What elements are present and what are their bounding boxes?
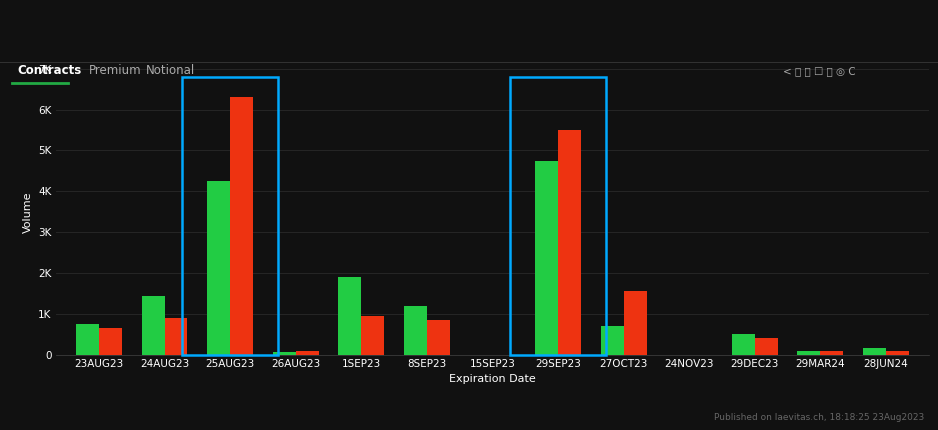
Bar xyxy=(361,316,385,355)
Bar xyxy=(821,351,843,355)
Bar xyxy=(230,97,253,355)
Bar xyxy=(886,351,909,355)
Bar xyxy=(732,335,755,355)
X-axis label: Expiration Date: Expiration Date xyxy=(449,375,536,384)
Bar xyxy=(76,324,98,355)
Text: Notional: Notional xyxy=(145,64,195,77)
Bar xyxy=(182,77,278,355)
Bar xyxy=(207,181,230,355)
Bar xyxy=(797,351,821,355)
Bar xyxy=(295,351,319,355)
Text: Published on laevitas.ch, 18:18:25 23Aug2023: Published on laevitas.ch, 18:18:25 23Aug… xyxy=(714,413,924,422)
Text: Premium: Premium xyxy=(89,64,142,77)
Bar xyxy=(98,328,122,355)
Bar xyxy=(624,292,646,355)
Bar xyxy=(427,320,450,355)
Bar xyxy=(535,161,558,355)
Text: Contracts: Contracts xyxy=(17,64,81,77)
Text: < ⧈ ⧉ ☐ ⧈ ◎ C: < ⧈ ⧉ ☐ ⧈ ◎ C xyxy=(783,66,855,76)
Y-axis label: Volume: Volume xyxy=(23,191,33,233)
Bar xyxy=(404,306,427,355)
Bar xyxy=(755,338,778,355)
Bar xyxy=(863,347,886,355)
Bar xyxy=(339,277,361,355)
Bar xyxy=(510,77,606,355)
Bar xyxy=(273,352,295,355)
Bar xyxy=(600,326,624,355)
Bar xyxy=(164,318,188,355)
Bar xyxy=(558,130,581,355)
Bar xyxy=(142,295,164,355)
